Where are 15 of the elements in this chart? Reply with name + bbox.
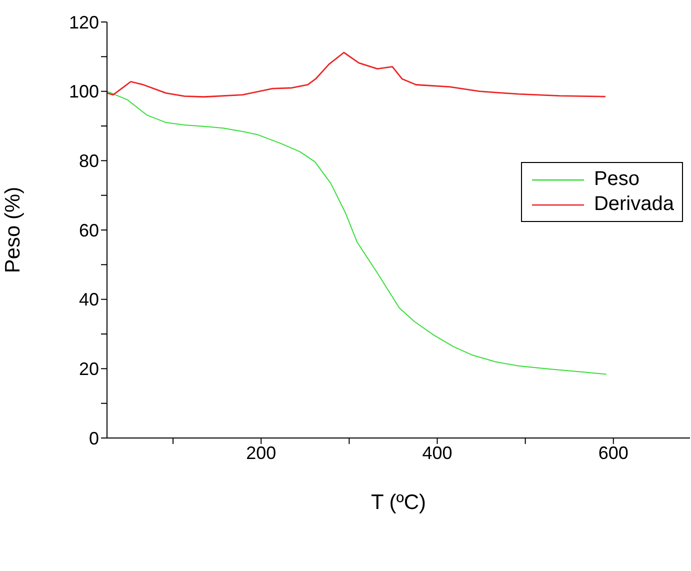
line-series xyxy=(107,52,606,98)
legend-label: Peso xyxy=(594,168,640,191)
x-tick-label: 600 xyxy=(598,442,628,463)
x-axis-title: T (ºC) xyxy=(370,491,426,514)
x-tick-label: 200 xyxy=(246,442,276,463)
y-tick-label: 100 xyxy=(68,82,99,102)
y-axis-title: Peso (%) xyxy=(1,186,24,274)
y-tick-label: 60 xyxy=(78,220,99,240)
y-tick-label: 20 xyxy=(78,359,99,380)
x-tick-label: 400 xyxy=(422,442,452,463)
y-tick-label: 0 xyxy=(88,428,99,448)
y-tick-label: 120 xyxy=(68,12,99,32)
y-tick-label: 80 xyxy=(78,151,99,172)
y-tick-label: 40 xyxy=(78,290,99,310)
legend-label: Derivada xyxy=(594,193,674,216)
